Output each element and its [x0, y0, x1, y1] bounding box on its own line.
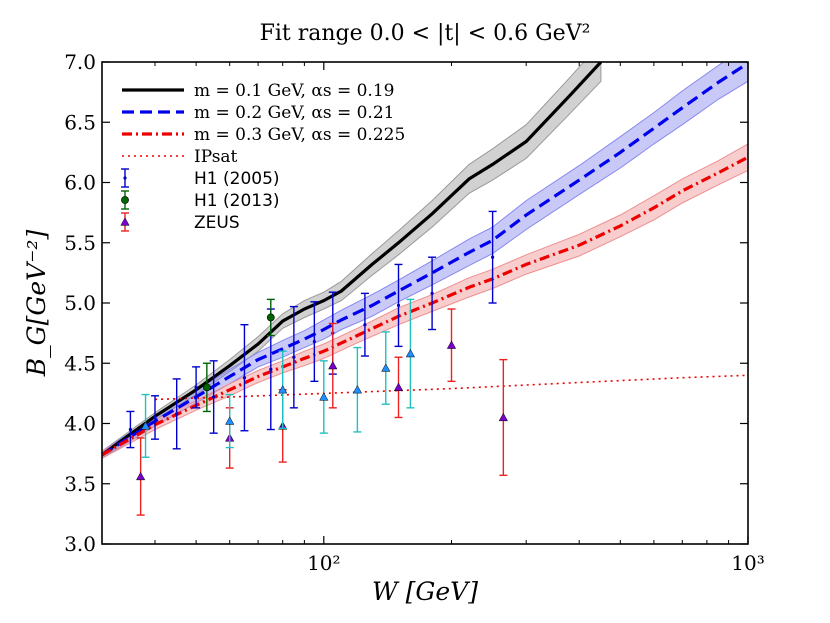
data-marker: [136, 471, 146, 481]
y-axis-label: B_G[GeV⁻²]: [22, 230, 51, 378]
data-point-2-3: [328, 322, 338, 409]
data-marker: [269, 367, 273, 371]
data-point-3-4: [352, 346, 363, 433]
data-marker: [153, 415, 157, 420]
legend-label: IPsat: [194, 147, 238, 167]
data-point-1-1: [266, 298, 275, 337]
legend-marker: [123, 176, 127, 180]
data-marker: [352, 385, 363, 394]
data-point-3-2: [278, 350, 288, 430]
data-marker: [319, 392, 329, 401]
data-marker: [363, 323, 367, 327]
data-point-2-5: [446, 308, 457, 383]
data-marker: [266, 313, 275, 322]
data-marker: [312, 339, 316, 344]
data-point-0-2: [172, 378, 181, 450]
data-marker: [202, 383, 211, 392]
y-tick-label: 3.5: [64, 472, 96, 496]
data-marker: [405, 348, 416, 358]
legend-entry-0: m = 0.1 GeV, αs = 0.19: [122, 81, 394, 101]
legend-label: ZEUS: [194, 213, 240, 233]
data-point-0-4: [209, 360, 218, 434]
legend-entry-3: IPsat: [122, 147, 238, 167]
series-band-2: [102, 143, 748, 459]
axis-ticks: 3.0 3.5 4.0 4.5 5.0 5.5 6.0 6.5 7.0 10² 10³: [64, 50, 765, 575]
data-marker: [381, 363, 391, 372]
data-point-3-6: [405, 298, 416, 409]
data-marker: [491, 255, 495, 259]
y-tick-label: 6.5: [64, 110, 96, 134]
data-point-0-10: [360, 292, 369, 357]
legend-entry-2: m = 0.3 GeV, αs = 0.225: [122, 125, 405, 145]
series-band-1: [102, 62, 748, 459]
data-marker: [292, 355, 296, 359]
data-point-0-7: [289, 305, 298, 409]
data-point-2-6: [498, 358, 508, 477]
y-tick-label: 5.0: [64, 291, 96, 315]
data-point-0-12: [428, 256, 437, 331]
data-point-3-3: [319, 360, 329, 434]
series-line-2: [102, 155, 748, 457]
legend-entry-1: m = 0.2 GeV, αs = 0.21: [122, 103, 394, 123]
legend-entry-6: ZEUS: [120, 212, 240, 233]
y-tick-label: 4.5: [64, 351, 96, 375]
data-point-0-3: [192, 366, 201, 409]
y-tick-label: 6.0: [64, 171, 96, 195]
measurement-points: [126, 210, 508, 516]
data-marker: [194, 385, 198, 389]
data-point-2-4: [393, 356, 404, 419]
data-point-0-8: [310, 301, 319, 383]
model-curves: [102, 62, 748, 457]
data-point-3-1: [225, 393, 235, 449]
data-marker: [128, 427, 132, 432]
data-marker: [175, 412, 179, 416]
data-point-2-0: [136, 437, 146, 516]
chart-title: Fit range 0.0 < |t| < 0.6 GeV²: [260, 21, 591, 46]
data-point-3-5: [381, 331, 391, 405]
y-tick-label: 3.0: [64, 532, 96, 556]
data-marker: [140, 421, 151, 430]
data-point-1-0: [202, 362, 211, 413]
legend-marker: [121, 196, 129, 204]
data-marker: [393, 382, 404, 391]
data-point-0-11: [394, 263, 403, 348]
data-marker: [396, 303, 401, 308]
data-marker: [498, 412, 508, 422]
data-point-3-0: [140, 393, 151, 458]
y-tick-label: 5.5: [64, 231, 96, 255]
x-tick-label: 10²: [307, 551, 340, 575]
legend-label: H1 (2005): [194, 169, 280, 189]
data-point-0-13: [488, 210, 497, 304]
data-point-0-0: [126, 410, 135, 449]
legend-label: m = 0.1 GeV, αs = 0.19: [194, 81, 394, 101]
data-marker: [328, 360, 338, 370]
legend-label: H1 (2013): [194, 191, 280, 211]
data-point-0-5: [240, 323, 249, 432]
data-marker: [430, 291, 434, 295]
data-point-0-1: [150, 395, 159, 440]
series-line-0: [102, 62, 603, 457]
legend-marker: [120, 217, 130, 226]
x-axis-label: W [GeV]: [372, 577, 478, 606]
legend-entry-4: H1 (2005): [121, 168, 280, 189]
legend: m = 0.1 GeV, αs = 0.19m = 0.2 GeV, αs = …: [120, 81, 405, 233]
data-marker: [446, 340, 457, 349]
y-tick-label: 4.0: [64, 412, 96, 436]
data-marker: [242, 376, 247, 380]
data-marker: [212, 395, 216, 399]
legend-label: m = 0.2 GeV, αs = 0.21: [194, 103, 394, 123]
y-tick-label: 7.0: [64, 50, 96, 74]
data-marker: [225, 416, 235, 425]
data-marker: [278, 385, 288, 394]
legend-entry-5: H1 (2013): [121, 190, 280, 211]
x-tick-label: 10³: [731, 551, 764, 575]
legend-label: m = 0.3 GeV, αs = 0.225: [194, 125, 405, 145]
